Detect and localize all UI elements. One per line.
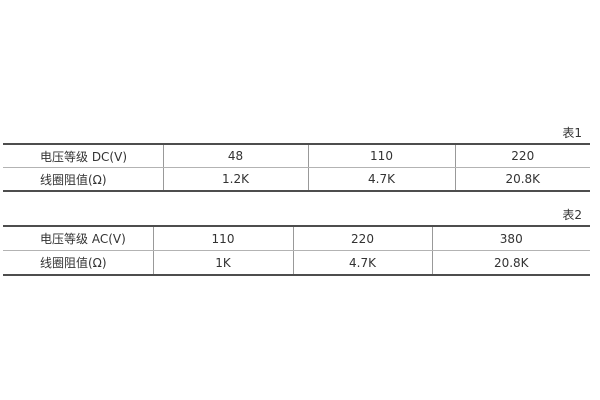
value-cell: 20.8K xyxy=(505,172,541,186)
value-cell: 380 xyxy=(432,226,590,251)
row-header-cell: 电压等级 AC(V) xyxy=(3,226,154,251)
value-cell: 20.8K xyxy=(493,255,529,270)
table-block-2: 表2 电压等级 AC(V) 110 220 380 线圈阻值(Ω) 1K 4.7… xyxy=(3,208,590,276)
table-1-label: 表1 xyxy=(562,126,582,140)
value-cell: 110 xyxy=(153,226,294,251)
table-row: 电压等级 AC(V) 110 220 380 xyxy=(3,226,590,251)
table-block-1: 表1 电压等级 DC(V) 48 110 220 线圈阻值(Ω) 1.2K 4.… xyxy=(3,126,590,192)
row-header-cell: 线圈阻值(Ω) xyxy=(3,250,154,275)
value-cell: 110 xyxy=(308,144,456,168)
row-header-cell: 线圈阻值(Ω) xyxy=(3,167,164,191)
row-header-cell: 电压等级 DC(V) xyxy=(3,144,164,168)
table-2-label: 表2 xyxy=(562,208,582,222)
spec-table-2: 电压等级 AC(V) 110 220 380 线圈阻值(Ω) 1K 4.7K 2… xyxy=(3,225,590,276)
value-cell: 1K xyxy=(153,250,294,275)
value-cell: 4.7K xyxy=(308,167,456,191)
value-cell: 48 xyxy=(163,144,309,168)
value-cell: 220 xyxy=(293,226,433,251)
value-cell: 4.7K xyxy=(293,250,433,275)
spec-table-1: 电压等级 DC(V) 48 110 220 线圈阻值(Ω) 1.2K 4.7K … xyxy=(3,143,590,192)
value-cell: 220 xyxy=(455,144,590,168)
value-cell: 1.2K xyxy=(163,167,309,191)
table-row: 电压等级 DC(V) 48 110 220 xyxy=(3,144,590,168)
table-row: 线圈阻值(Ω) 1.2K 4.7K 20.8K xyxy=(3,167,590,191)
table-row: 线圈阻值(Ω) 1K 4.7K 20.8K xyxy=(3,250,590,275)
